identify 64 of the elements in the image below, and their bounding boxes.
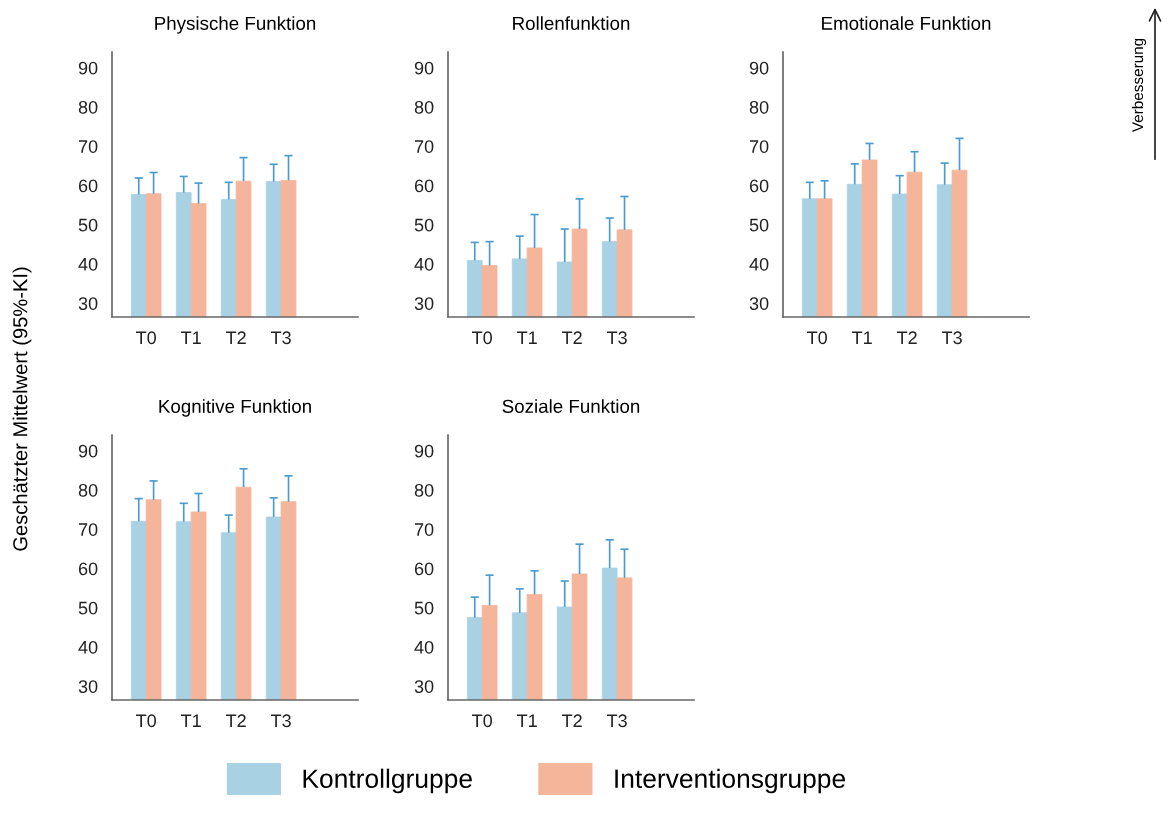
y-tick-label: 60 xyxy=(78,562,98,576)
chart-title: Emotionale Funktion xyxy=(822,16,991,30)
y-tick-label: 30 xyxy=(414,297,434,310)
y-tick-label: 40 xyxy=(78,640,98,654)
x-tick-label: T1 xyxy=(517,331,537,344)
y-tick-label: 90 xyxy=(749,61,769,75)
y-tick-label: 60 xyxy=(78,179,98,193)
x-tick-label: T3 xyxy=(606,331,627,345)
x-tick-label: T1 xyxy=(852,331,872,344)
y-axis-title: Geschätzter Mittelwert (95%-KI) xyxy=(12,267,32,551)
y-tick-label: 70 xyxy=(414,523,434,536)
y-tick-label: 30 xyxy=(749,297,769,310)
x-tick-label: T3 xyxy=(270,331,291,345)
y-tick-label: 60 xyxy=(749,179,769,193)
y-tick-label: 50 xyxy=(414,218,434,232)
y-tick-label: 90 xyxy=(78,444,98,458)
y-tick-label: 60 xyxy=(414,179,434,193)
y-tick-label: 40 xyxy=(414,640,434,654)
y-tick-label: 80 xyxy=(414,100,434,114)
text: Verbesserung xyxy=(1131,38,1147,133)
y-tick-label: 40 xyxy=(414,257,434,271)
y-tick-label: 70 xyxy=(78,140,98,153)
x-tick-label: T2 xyxy=(226,331,246,344)
y-tick-label: 70 xyxy=(749,140,769,153)
y-tick-label: 80 xyxy=(749,100,769,114)
y-tick-label: 60 xyxy=(414,562,434,576)
x-tick-label: T1 xyxy=(181,331,201,344)
y-tick-label: 30 xyxy=(78,297,98,310)
x-tick-label: T0 xyxy=(136,714,157,728)
x-tick-label: T2 xyxy=(226,714,246,727)
x-tick-label: T1 xyxy=(181,714,201,727)
chart-title: Rollenfunktion xyxy=(513,16,630,30)
x-tick-label: T1 xyxy=(517,714,537,727)
y-tick-label: 30 xyxy=(78,680,98,693)
y-tick-label: 90 xyxy=(78,61,98,75)
chart-title: Physische Funktion xyxy=(155,16,316,34)
x-tick-label: T0 xyxy=(472,331,493,345)
y-tick-label: 90 xyxy=(414,444,434,458)
legend-label: Interventionsgruppe xyxy=(615,768,845,794)
x-tick-label: T3 xyxy=(606,714,627,728)
chart-title: Kognitive Funktion xyxy=(159,399,311,417)
y-tick-label: 70 xyxy=(414,140,434,153)
x-tick-label: T0 xyxy=(472,714,493,728)
x-tick-label: T3 xyxy=(270,714,291,728)
y-tick-label: 50 xyxy=(414,601,434,615)
y-tick-label: 50 xyxy=(78,601,98,615)
chart-title: Soziale Funktion xyxy=(502,399,640,413)
x-tick-label: T0 xyxy=(136,331,157,345)
y-tick-label: 40 xyxy=(78,257,98,271)
y-tick-label: 80 xyxy=(414,483,434,497)
x-tick-label: T0 xyxy=(807,331,828,345)
y-tick-label: 50 xyxy=(78,218,98,232)
y-tick-label: 80 xyxy=(78,100,98,114)
y-tick-label: 90 xyxy=(414,61,434,75)
x-tick-label: T2 xyxy=(897,331,917,344)
y-tick-label: 50 xyxy=(749,218,769,232)
x-tick-label: T3 xyxy=(941,331,962,345)
x-tick-label: T2 xyxy=(562,331,582,344)
legend-label: Kontrollgruppe xyxy=(303,768,472,794)
x-tick-label: T2 xyxy=(562,714,582,727)
y-tick-label: 80 xyxy=(78,483,98,497)
y-tick-label: 70 xyxy=(78,523,98,536)
y-tick-label: 30 xyxy=(414,680,434,693)
y-tick-label: 40 xyxy=(749,257,769,271)
